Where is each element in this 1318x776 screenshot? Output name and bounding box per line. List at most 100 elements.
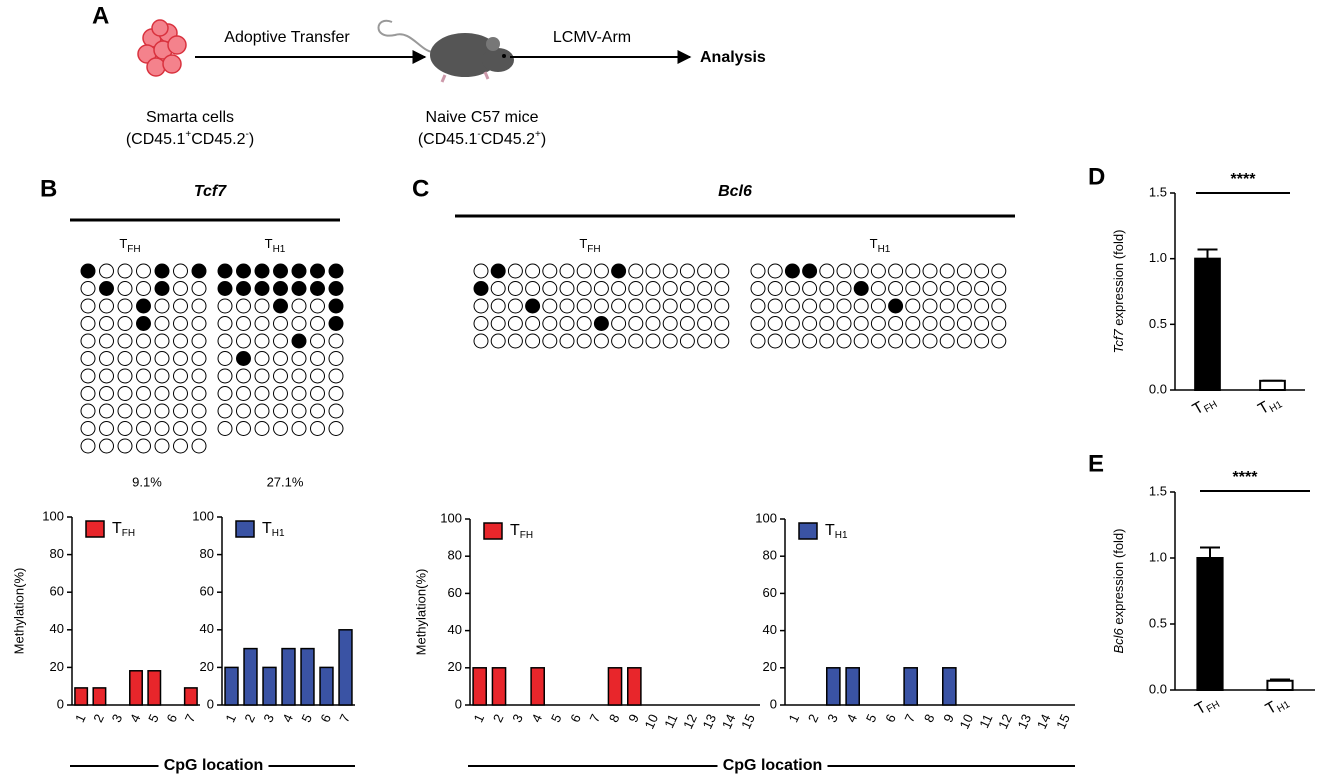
cpg-site [784,333,800,349]
bar [147,670,162,706]
cpg-site [922,263,938,279]
cpg-site [117,281,133,296]
x-tick-label: 15 [1053,712,1073,731]
y-axis-label-part: expression (fold) [1111,528,1126,628]
host-markers-part: ) [541,131,546,148]
x-tick-label: 11 [976,712,995,731]
cpg-site [593,316,609,331]
cpg-site [191,386,207,401]
cpg-site [559,263,575,279]
cpg-site [136,281,151,296]
cpg-site [117,351,133,366]
cpg-site [173,368,188,384]
cpg-site [576,263,592,279]
x-tick-label: TFH [1190,392,1219,420]
x-tick-label: 4 [844,712,861,725]
y-axis-label-part: Tcf7 [1111,329,1126,354]
x-tick-label: 11 [661,712,680,731]
x-tick-label: 3 [109,712,126,725]
cpg-site [136,298,151,314]
cpg-site [662,281,678,296]
cpg-site [939,298,955,314]
cpg-site [679,316,695,331]
cpg-site [559,281,575,296]
cpg-site [117,403,133,419]
cpg-site [154,368,170,384]
group-label-part: T [579,236,587,251]
cpg-site [217,333,233,349]
panel-letter: B [40,175,57,202]
cpg-site [236,298,251,314]
cpg-site [273,281,288,296]
cpg-site [136,316,151,331]
cpg-site [117,438,133,454]
x-tick-label: 13 [1014,712,1034,731]
cpg-site [117,316,133,331]
x-tick-label: 1 [471,712,488,725]
cpg-site [905,333,921,349]
cpg-site [784,316,800,331]
cpg-site [784,298,800,314]
cpg-site [679,263,695,279]
cpg-site [802,333,818,349]
cpg-site [853,263,869,279]
cpg-site [611,298,627,314]
cpg-site [291,351,307,366]
cpg-site [974,333,990,349]
cpg-site [836,281,852,296]
cpg-site [99,368,114,384]
cpg-site [310,368,325,384]
cpg-site [507,316,523,331]
cpg-site [117,386,133,401]
x-tick-label: 5 [145,712,162,725]
y-tick-label: 80 [50,546,64,561]
cpg-site [679,298,695,314]
panel-letter: E [1088,450,1104,477]
x-axis-label: CpG location [164,757,264,774]
y-tick-label: 60 [200,584,214,599]
cpg-site [473,316,489,331]
cpg-site [853,316,869,331]
cpg-site [870,316,886,331]
cpg-site [559,333,575,349]
cpg-site [905,263,921,279]
cpg-site [291,298,307,314]
cpg-site [173,263,188,279]
cpg-site [750,298,766,314]
donor-label: Smarta cells [146,109,234,126]
cpg-site [784,281,800,296]
cpg-site [154,333,170,349]
cpg-site [819,263,835,279]
y-tick-label: 60 [50,584,64,599]
cpg-site [154,386,170,401]
x-tick-label: 7 [336,712,353,725]
x-tick-label: 9 [940,712,957,725]
bar [281,647,296,706]
cpg-site [836,316,852,331]
cpg-site [310,386,325,401]
cpg-site [490,316,506,331]
cpg-site [291,333,307,349]
cpg-site [328,263,344,279]
cpg-site [80,333,96,349]
cpg-site [802,281,818,296]
cpg-site [611,281,627,296]
x-tick-label: 6 [163,712,180,725]
cpg-site [328,298,344,314]
bar [491,667,507,706]
cpg-site [254,421,270,436]
x-tick-label: 8 [606,712,623,725]
cpg-site [173,298,188,314]
cpg-site [136,421,151,436]
gene-title: Tcf7 [194,183,227,200]
cpg-site [191,263,207,279]
group-label: TH1 [265,236,286,254]
y-tick-label: 100 [192,508,214,523]
x-tick-label: 12 [680,712,700,731]
donor-markers-part: (CD45.1 [126,131,186,148]
legend-label-part: T [825,522,835,539]
cpg-site [310,263,325,279]
host-markers-part: CD45.2 [481,131,535,148]
cpg-site [217,281,233,296]
cpg-site [802,263,818,279]
